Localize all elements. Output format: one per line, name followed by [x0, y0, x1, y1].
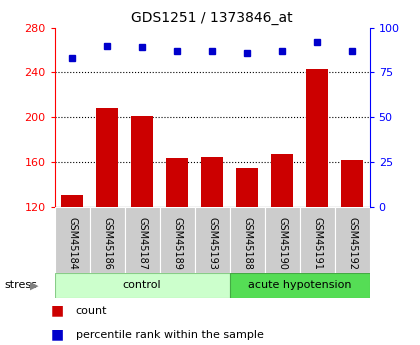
Text: GSM45190: GSM45190 [277, 217, 287, 270]
Bar [160, 207, 194, 273]
Bar [96, 108, 118, 342]
Text: GSM45189: GSM45189 [172, 217, 182, 270]
Bar [55, 273, 230, 298]
Text: GSM45192: GSM45192 [347, 217, 357, 270]
Text: stress: stress [4, 280, 37, 290]
Bar [335, 207, 370, 273]
Bar [230, 273, 370, 298]
Text: ■: ■ [50, 304, 63, 317]
Text: GSM45184: GSM45184 [67, 217, 77, 270]
Text: GSM45187: GSM45187 [137, 217, 147, 270]
Bar [55, 207, 89, 273]
Bar [166, 158, 189, 342]
Title: GDS1251 / 1373846_at: GDS1251 / 1373846_at [131, 11, 293, 25]
Text: percentile rank within the sample: percentile rank within the sample [76, 330, 263, 339]
Bar [230, 207, 265, 273]
Bar [89, 207, 125, 273]
Text: control: control [123, 280, 161, 290]
Bar [131, 116, 153, 342]
Bar [306, 69, 328, 342]
Bar [201, 157, 223, 342]
Text: GSM45193: GSM45193 [207, 217, 217, 270]
Bar [341, 160, 363, 342]
Bar [299, 207, 335, 273]
Text: count: count [76, 306, 107, 315]
Text: GSM45191: GSM45191 [312, 217, 322, 270]
Text: ▶: ▶ [30, 280, 39, 290]
Bar [194, 207, 230, 273]
Text: GSM45186: GSM45186 [102, 217, 112, 270]
Bar [125, 207, 160, 273]
Text: GSM45188: GSM45188 [242, 217, 252, 270]
Bar [61, 195, 84, 342]
Bar [236, 168, 258, 342]
Bar [271, 154, 294, 342]
Text: acute hypotension: acute hypotension [248, 280, 352, 290]
Bar [265, 207, 299, 273]
Text: ■: ■ [50, 328, 63, 342]
